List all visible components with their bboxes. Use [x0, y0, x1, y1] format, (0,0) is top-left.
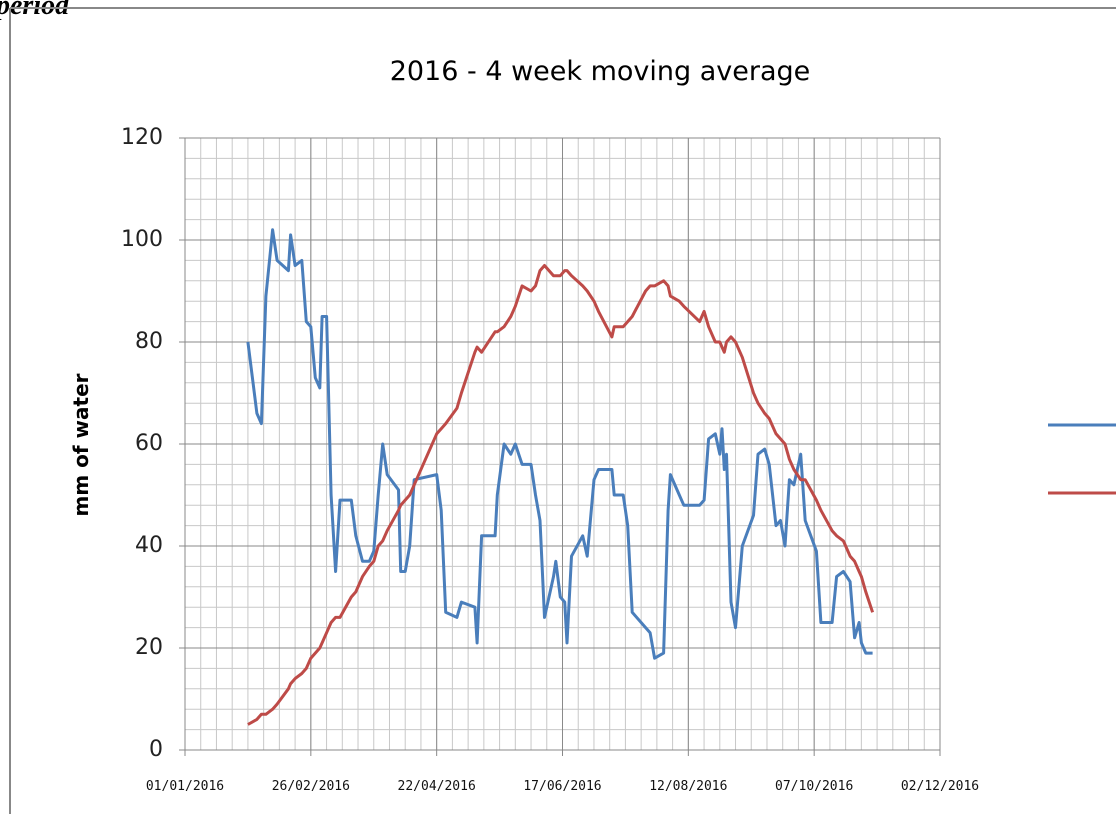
y-tick-label: 100	[121, 227, 163, 252]
y-tick-label: 60	[135, 431, 163, 456]
series-line	[247, 264, 875, 726]
x-tick-label: 07/10/2016	[775, 779, 853, 794]
series-line	[246, 228, 873, 660]
x-tick-label: 01/01/2016	[146, 779, 224, 794]
x-tick-label: 02/12/2016	[901, 779, 979, 794]
x-tick-label: 22/04/2016	[398, 779, 476, 794]
y-tick-label: 0	[149, 737, 163, 762]
caption: period	[0, 0, 70, 21]
y-axis-label: mm of water	[69, 373, 93, 516]
y-tick-label: 120	[121, 125, 163, 150]
x-tick-label: 17/06/2016	[523, 779, 601, 794]
y-tick-label: 80	[135, 329, 163, 354]
y-tick-label: 20	[135, 635, 163, 660]
y-tick-label: 40	[135, 533, 163, 558]
chart-title: 2016 - 4 week moving average	[390, 56, 811, 87]
x-tick-label: 12/08/2016	[649, 779, 727, 794]
x-tick-label: 26/02/2016	[272, 779, 350, 794]
